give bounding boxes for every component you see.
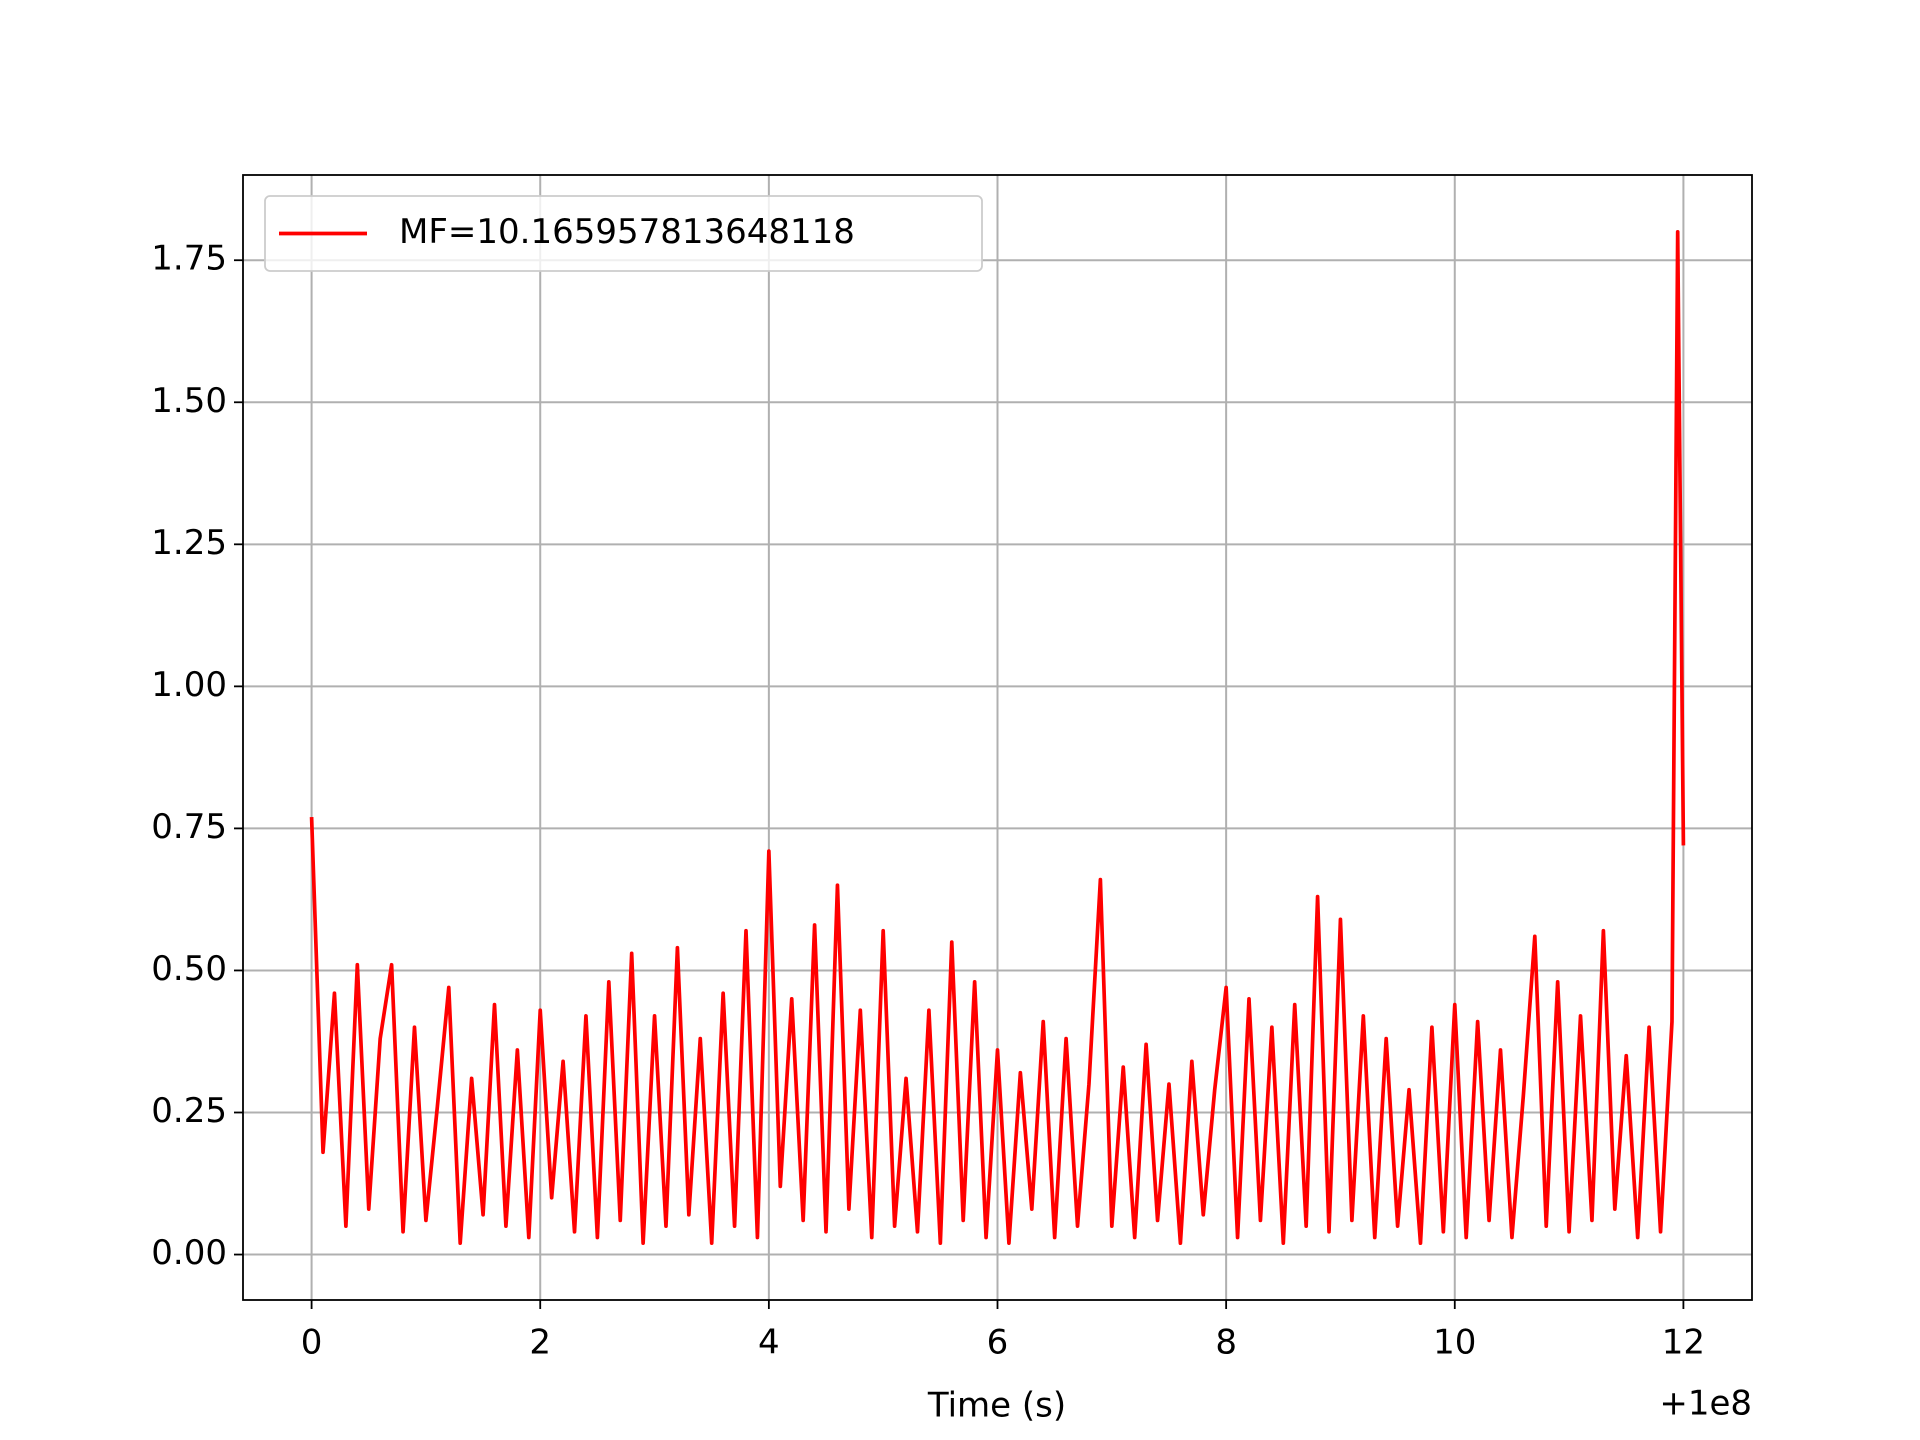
x-tick-label: 4 bbox=[758, 1323, 780, 1363]
y-tick-label: 0.50 bbox=[151, 949, 227, 989]
x-axis-label: Time (s) bbox=[927, 1386, 1066, 1426]
legend-box bbox=[264, 195, 983, 272]
y-tick-label: 1.00 bbox=[151, 665, 227, 705]
x-tick-label: 12 bbox=[1662, 1323, 1705, 1363]
x-tick-label: 10 bbox=[1433, 1323, 1476, 1363]
x-tick-label: 2 bbox=[529, 1323, 551, 1363]
x-tick-label: 0 bbox=[301, 1323, 323, 1363]
y-tick-label: 1.75 bbox=[151, 239, 227, 279]
y-tick-label: 0.25 bbox=[151, 1091, 227, 1131]
x-offset-label: +1e8 bbox=[1659, 1384, 1752, 1424]
y-tick-label: 1.25 bbox=[151, 523, 227, 563]
legend-label: MF=10.165957813648118 bbox=[399, 212, 855, 252]
x-tick-label: 6 bbox=[987, 1323, 1009, 1363]
y-tick-label: 1.50 bbox=[151, 381, 227, 421]
x-tick-label: 8 bbox=[1215, 1323, 1237, 1363]
y-tick-label: 0.00 bbox=[151, 1233, 227, 1273]
plot-area bbox=[309, 229, 1686, 1246]
y-tick-label: 0.75 bbox=[151, 807, 227, 847]
data-line bbox=[309, 229, 1686, 1246]
